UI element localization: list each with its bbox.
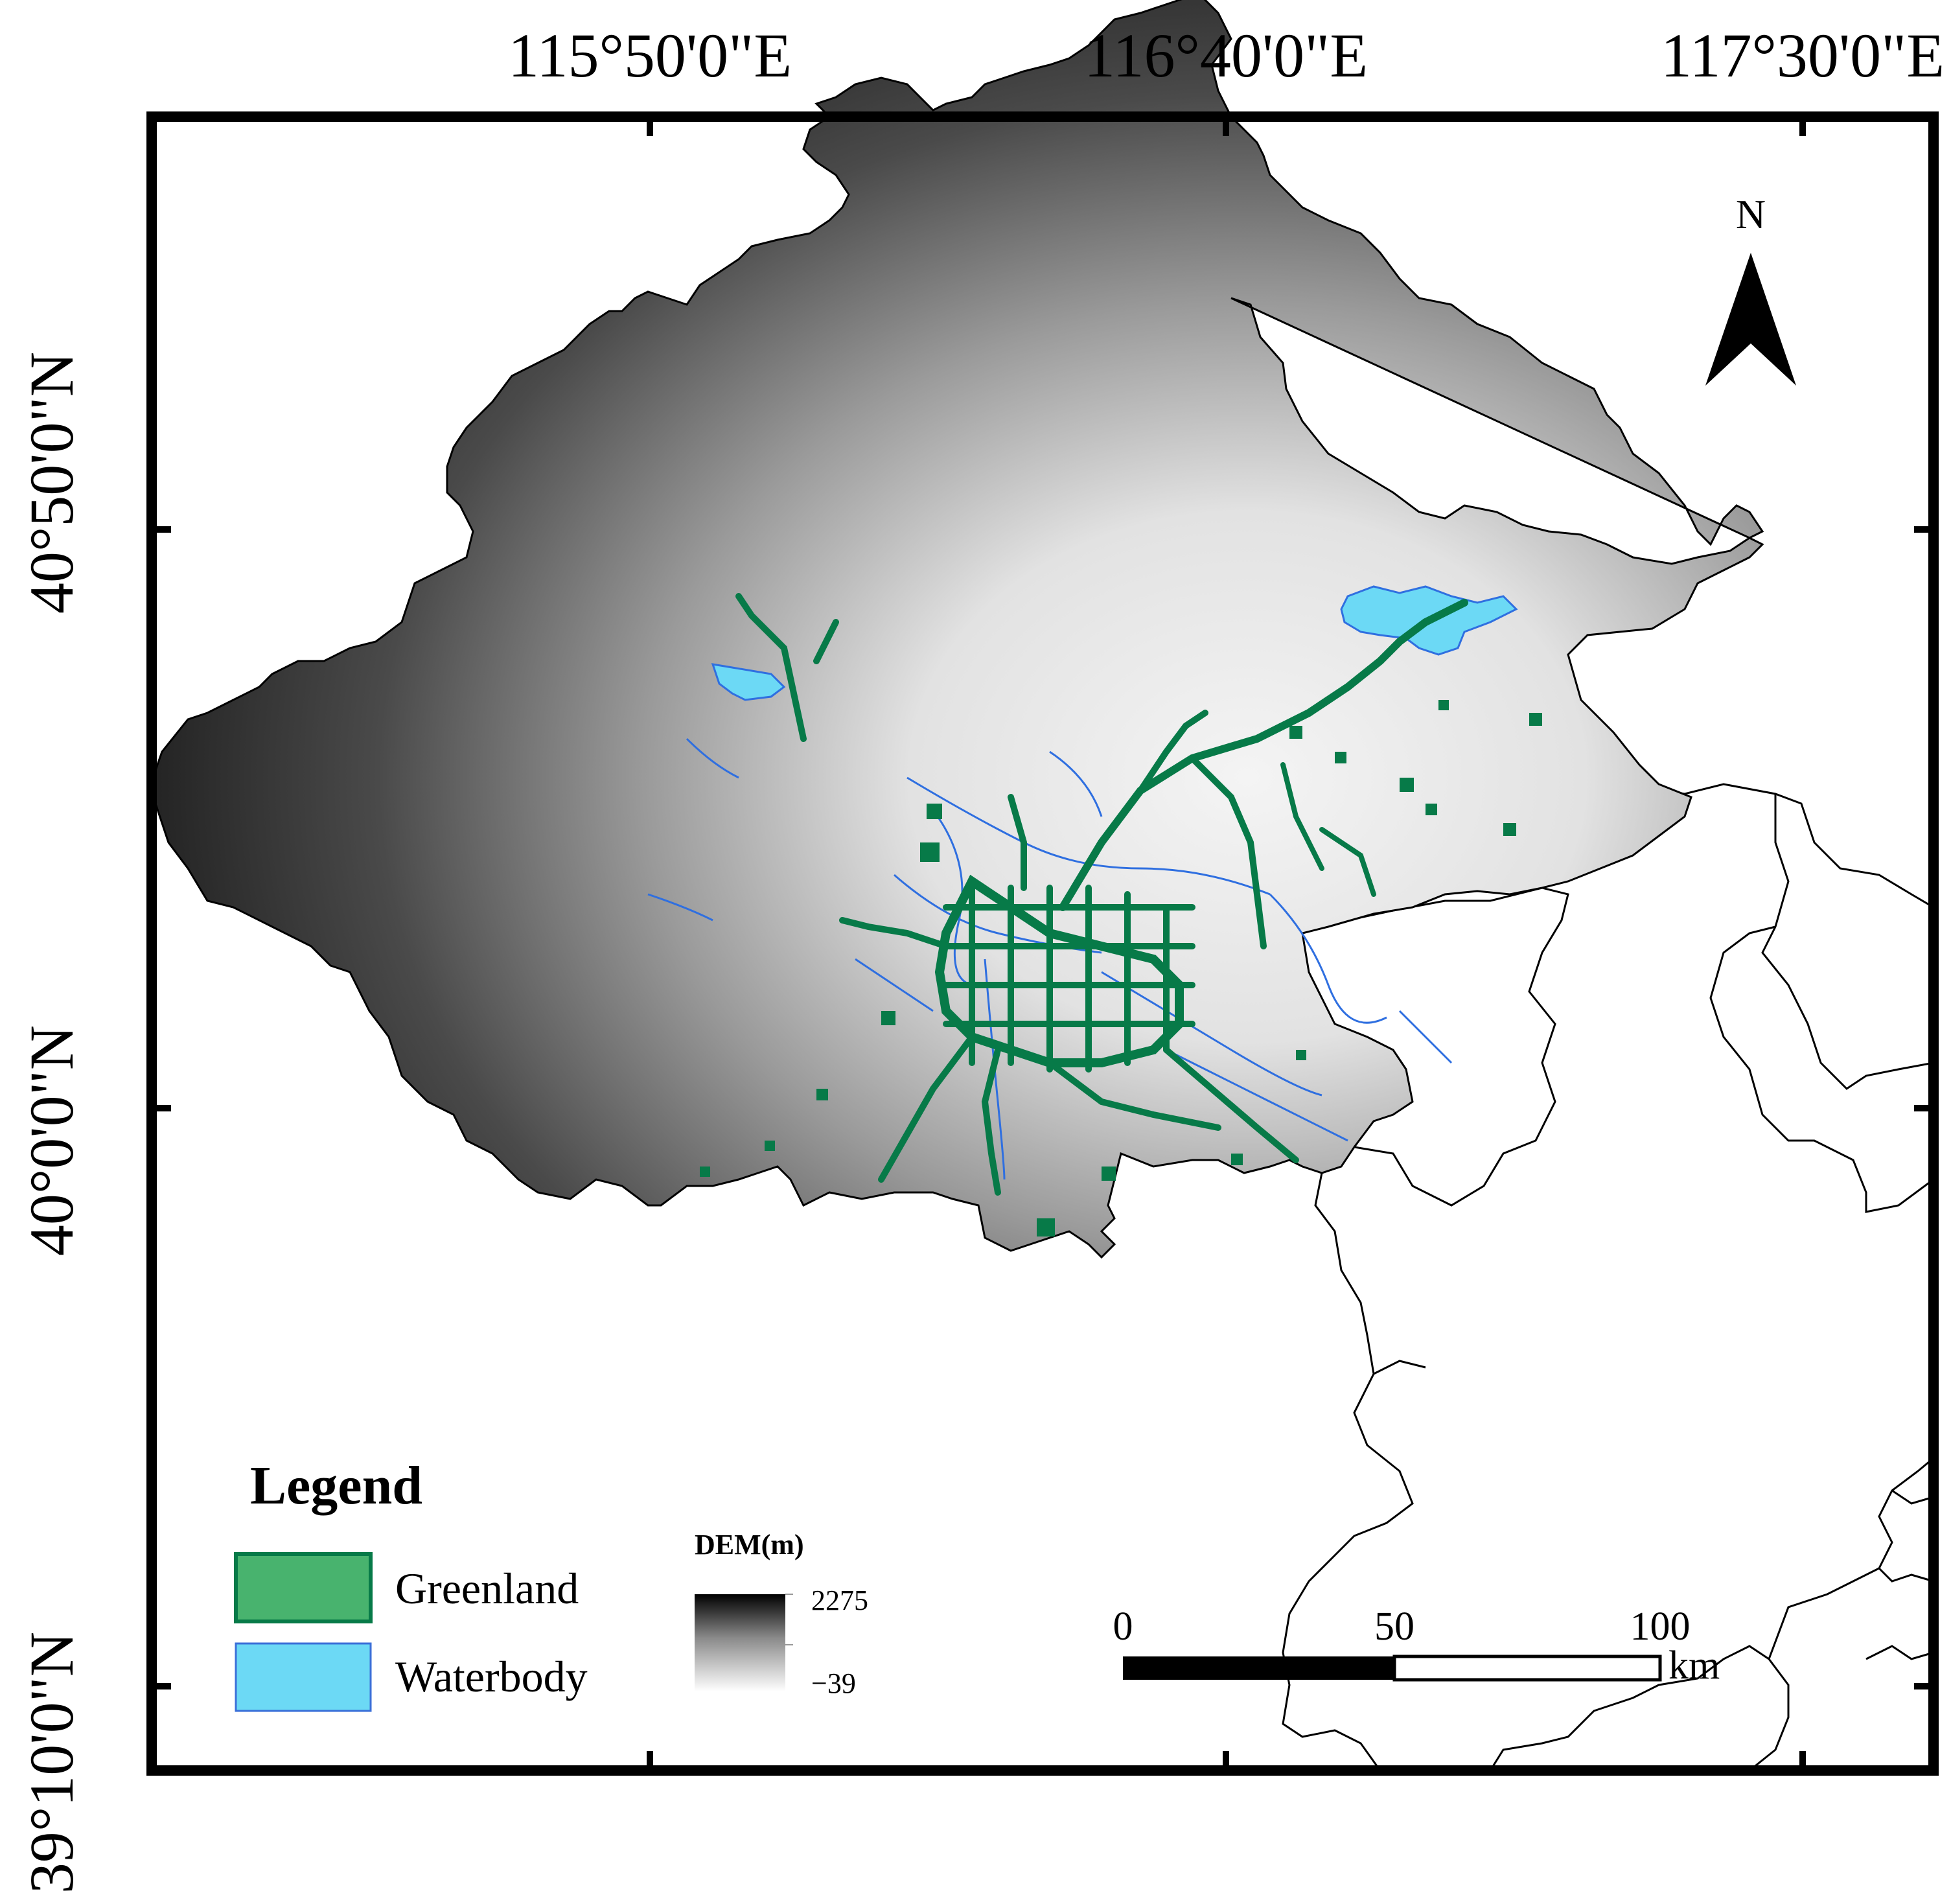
scale-tick-label: 0 [1113,1605,1133,1649]
north-arrow: N [1705,191,1796,386]
reservoir-northwest [711,663,786,701]
latitude-label: 40°0'0"N [17,1025,86,1256]
greenland-swatch [234,1552,373,1623]
beijing-boundary [152,0,1764,1259]
waterbody-label: Waterbody [395,1652,588,1701]
longitude-label: 115°50'0"E [508,21,792,90]
latitude-label: 40°50'0"N [17,352,86,614]
beijing-dem-region [152,0,1764,1259]
scale-tick-label: 50 [1374,1605,1414,1649]
scale-unit-label: km [1668,1643,1720,1688]
waterbody-swatch [235,1642,372,1712]
legend-title: Legend [250,1456,422,1516]
dem-colorbar: DEM(m) 2275 −39 [695,1529,868,1699]
scale-bar-white [1392,1654,1662,1682]
scale-tick-label: 100 [1630,1605,1691,1649]
dem-gradient [695,1594,785,1691]
longitude-label: 117°30'0"E [1661,21,1945,90]
dem-title: DEM(m) [695,1529,804,1561]
dem-min-label: −39 [811,1667,856,1699]
greenland-features [735,593,1468,1196]
greenland-patches [700,700,1542,1236]
scale-bar: 0 50 100 km [1113,1605,1720,1688]
greenland-label: Greenland [395,1564,579,1613]
scale-bar-black [1123,1656,1394,1680]
north-arrow-icon [1705,253,1796,386]
legend: Legend Greenland Waterbody [234,1456,588,1712]
latitude-label: 39°10'0"N [17,1632,86,1894]
dem-max-label: 2275 [811,1585,868,1616]
longitude-label: 116°40'0"E [1084,21,1368,90]
tick-marks [152,117,1934,1770]
map-frame [146,111,1939,1776]
north-arrow-label: N [1736,191,1766,237]
